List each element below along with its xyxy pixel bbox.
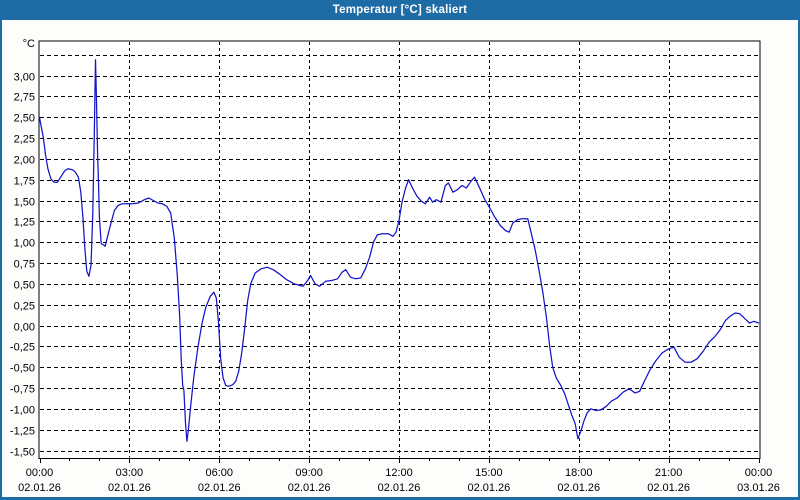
y-tick-label: 1,75 — [14, 176, 35, 188]
x-tick-date-label: 02.01.26 — [108, 482, 151, 494]
x-tick-date-label: 02.01.26 — [647, 482, 690, 494]
y-tick-label: 2,25 — [14, 134, 35, 146]
temperature-line-chart: 3,00 2,75 2,50 2,25 2,00 1,75 1,50 1,25 1,00 0,75… — [10, 38, 780, 495]
y-tick-label: 0,50 — [14, 280, 35, 292]
x-tick-date-label: 02.01.26 — [18, 482, 61, 494]
y-tick-label: 0,25 — [14, 301, 35, 313]
axis-ticks — [40, 458, 760, 463]
y-tick-label: -0,25 — [10, 342, 35, 354]
y-axis-unit-label: °C — [23, 38, 35, 50]
chart-title: Temperatur [°C] skaliert — [332, 4, 468, 16]
gridlines — [40, 42, 759, 458]
y-tick-label: -0,75 — [10, 384, 35, 396]
y-tick-label: 2,00 — [14, 155, 35, 167]
y-tick-label: 2,75 — [14, 92, 35, 104]
x-tick-date-label: 02.01.26 — [557, 482, 600, 494]
x-tick-date-label: 03.01.26 — [737, 482, 780, 494]
x-tick-date-label: 02.01.26 — [378, 482, 421, 494]
x-tick-date-label: 02.01.26 — [198, 482, 241, 494]
x-tick-date-label: 02.01.26 — [467, 482, 510, 494]
y-tick-label: -1,00 — [10, 405, 35, 417]
x-tick-time-label: 18:00 — [565, 467, 593, 479]
x-tick-time-label: 06:00 — [205, 467, 233, 479]
plot-frame — [38, 40, 761, 459]
y-tick-label: 1,50 — [14, 197, 35, 209]
y-tick-label: 1,00 — [14, 238, 35, 250]
temperature-series-line — [38, 59, 760, 442]
x-tick-time-label: 21:00 — [655, 467, 683, 479]
y-tick-label: 0,00 — [14, 322, 35, 334]
x-tick-time-label: 15:00 — [475, 467, 503, 479]
y-tick-label: -1,50 — [10, 447, 35, 459]
window-titlebar: Temperatur [°C] skaliert — [2, 0, 798, 20]
y-tick-label: 2,50 — [14, 113, 35, 125]
x-tick-time-label: 00:00 — [745, 467, 773, 479]
x-tick-time-label: 03:00 — [116, 467, 144, 479]
x-tick-date-label: 02.01.26 — [288, 482, 331, 494]
plot-container: 3,00 2,75 2,50 2,25 2,00 1,75 1,50 1,25 1,00 0,75… — [2, 20, 798, 497]
y-tick-label: -1,25 — [10, 426, 35, 438]
x-tick-time-label: 09:00 — [295, 467, 323, 479]
axis-labels: 3,00 2,75 2,50 2,25 2,00 1,75 1,50 1,25 1,00 0,75… — [10, 72, 780, 495]
x-tick-time-label: 12:00 — [385, 467, 413, 479]
y-tick-label: 0,75 — [14, 259, 35, 271]
y-tick-label: 1,25 — [14, 217, 35, 229]
x-tick-time-label: 00:00 — [26, 467, 54, 479]
y-tick-label: 3,00 — [14, 72, 35, 84]
y-tick-label: -0,50 — [10, 363, 35, 375]
